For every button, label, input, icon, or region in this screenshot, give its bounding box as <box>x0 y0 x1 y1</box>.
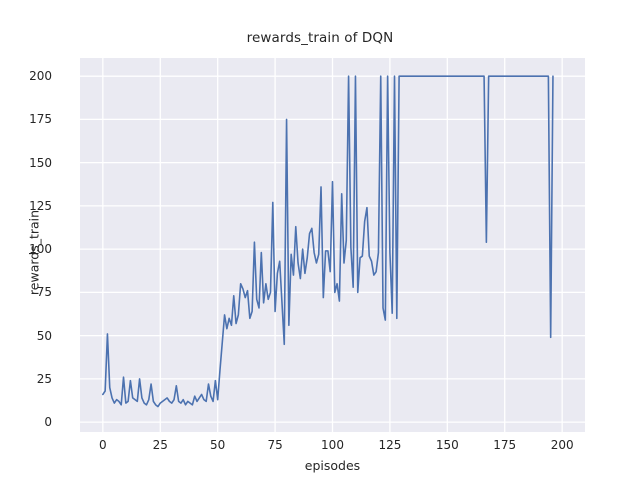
chart-title: rewards_train of DQN <box>246 30 394 46</box>
y-tick-125: 125 <box>29 198 52 213</box>
y-tick-175: 175 <box>29 112 52 127</box>
y-tick-100: 100 <box>29 242 52 257</box>
x-tick-175: 175 <box>493 438 517 452</box>
y-tick-25: 25 <box>36 371 52 386</box>
y-tick-50: 50 <box>36 328 52 343</box>
x-axis-label: episodes <box>304 458 361 473</box>
x-tick-75: 75 <box>267 438 283 452</box>
plot-area <box>80 58 585 432</box>
grid-lines <box>80 58 585 432</box>
y-tick-75: 75 <box>36 285 52 300</box>
x-tick-200: 200 <box>550 438 574 452</box>
y-tick-200: 200 <box>29 69 52 84</box>
y-tick-0: 0 <box>44 415 52 430</box>
x-tick-0: 0 <box>99 438 107 452</box>
x-tick-25: 25 <box>152 438 168 452</box>
x-tick-150: 150 <box>435 438 459 452</box>
x-tick-125: 125 <box>378 438 402 452</box>
x-tick-50: 50 <box>210 438 226 452</box>
x-tick-100: 100 <box>321 438 344 452</box>
data-series-line <box>102 75 554 408</box>
y-tick-150: 150 <box>29 155 52 170</box>
